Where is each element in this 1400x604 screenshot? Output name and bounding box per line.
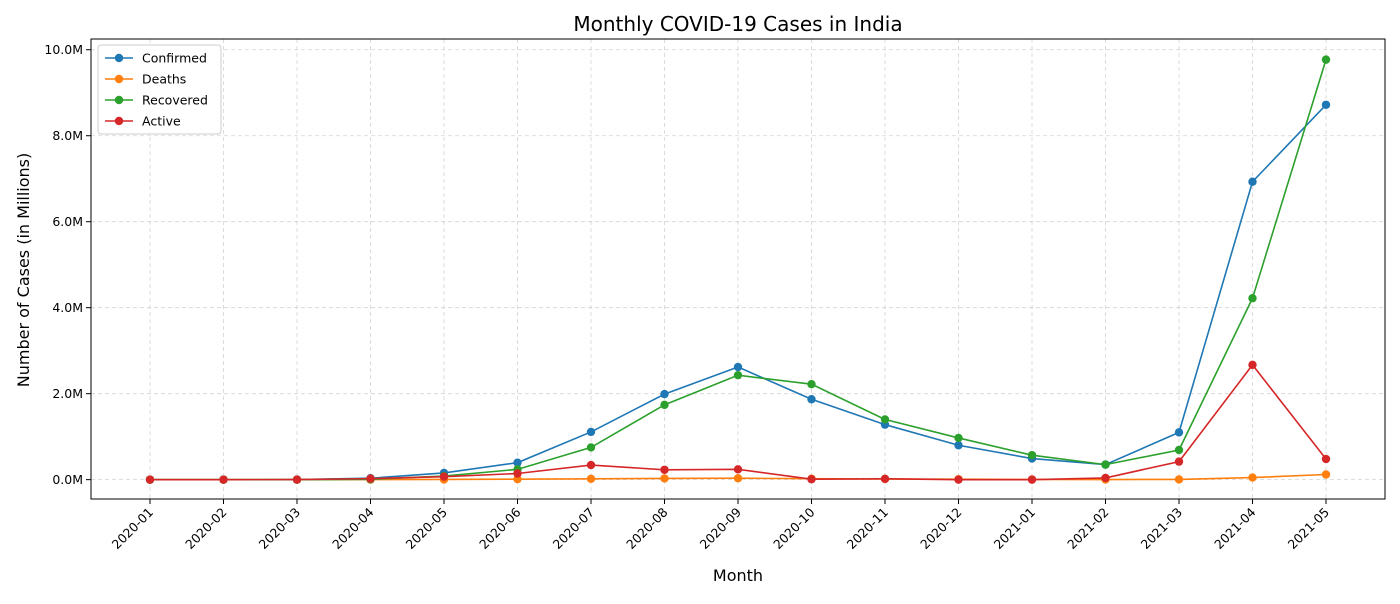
data-point xyxy=(366,474,375,483)
x-tick-label: 2020-02 xyxy=(182,505,230,553)
x-tick-label: 2020-12 xyxy=(917,505,965,553)
data-point xyxy=(1174,457,1184,466)
data-point xyxy=(954,433,963,443)
data-point xyxy=(1101,460,1110,469)
legend-marker xyxy=(114,95,124,105)
legend-marker xyxy=(114,74,124,84)
data-point xyxy=(586,443,596,452)
legend: Confirmed Deaths Recovered Active xyxy=(97,44,222,135)
data-point xyxy=(733,362,743,372)
x-tick-label: 2021-04 xyxy=(1211,504,1259,552)
data-point xyxy=(880,415,890,424)
plot-frame xyxy=(90,38,1386,500)
data-point xyxy=(586,427,596,437)
legend-item-recovered: Recovered xyxy=(105,93,208,108)
data-point xyxy=(586,474,596,484)
data-point xyxy=(513,458,522,467)
data-point xyxy=(1248,294,1257,303)
data-point xyxy=(513,469,522,478)
data-point xyxy=(660,465,669,474)
data-point xyxy=(1321,454,1331,464)
axes: 2020-01 2020-02 2020-03 2020-04 2020-05 2020-… xyxy=(44,38,1386,553)
data-point xyxy=(954,475,963,484)
data-point xyxy=(660,400,669,410)
data-point xyxy=(880,474,890,483)
x-tick-label: 2021-01 xyxy=(991,505,1039,553)
data-point xyxy=(292,475,302,484)
y-axis-label: Number of Cases (in Millions) xyxy=(14,153,33,387)
legend-marker xyxy=(114,116,124,126)
x-tick-label: 2020-08 xyxy=(623,504,671,552)
data-point xyxy=(1101,473,1110,483)
legend-marker xyxy=(114,53,124,63)
data-point xyxy=(145,475,155,484)
x-tick-label: 2020-09 xyxy=(697,504,745,552)
data-point xyxy=(586,460,596,470)
data-point xyxy=(954,441,963,450)
x-axis-label: Month xyxy=(713,566,763,585)
series-line xyxy=(150,59,1327,481)
data-point xyxy=(733,370,743,380)
x-tick-label: 2020-01 xyxy=(109,505,157,553)
y-tick-label: 8.0M xyxy=(52,128,83,143)
chart-title: Monthly COVID-19 Cases in India xyxy=(573,12,902,36)
x-tick-label: 2020-05 xyxy=(403,505,451,553)
series-active xyxy=(145,360,1331,484)
x-tick-label: 2020-03 xyxy=(256,505,304,553)
legend-label: Active xyxy=(142,114,181,129)
x-tick-label: 2021-05 xyxy=(1285,505,1333,553)
legend-label: Confirmed xyxy=(142,51,207,66)
data-point xyxy=(1321,55,1331,64)
legend-item-deaths: Deaths xyxy=(105,72,186,87)
grid xyxy=(91,39,1385,499)
data-point xyxy=(1174,445,1184,455)
data-point xyxy=(733,474,743,483)
y-tick-label: 10.0M xyxy=(44,42,83,57)
data-point xyxy=(1027,450,1037,460)
data-point xyxy=(807,395,816,404)
y-tick-label: 0.0M xyxy=(52,472,83,487)
data-point xyxy=(1248,473,1257,482)
x-tick-label: 2020-11 xyxy=(844,505,892,553)
data-point xyxy=(1248,177,1257,186)
data-point xyxy=(1321,100,1331,109)
legend-item-confirmed: Confirmed xyxy=(105,51,207,66)
legend-label: Recovered xyxy=(142,93,208,108)
y-tick-label: 2.0M xyxy=(52,386,83,401)
series-group xyxy=(145,55,1331,484)
data-point xyxy=(1321,470,1331,479)
x-tick-label: 2020-04 xyxy=(329,504,377,552)
legend-box xyxy=(97,44,222,135)
data-point xyxy=(1174,428,1184,437)
x-tick-label: 2021-02 xyxy=(1064,505,1112,553)
data-point xyxy=(1248,360,1257,370)
legend-label: Deaths xyxy=(142,72,186,87)
data-point xyxy=(219,475,228,484)
x-tick-label: 2021-03 xyxy=(1138,505,1186,553)
data-point xyxy=(660,474,669,483)
x-tick-label: 2020-06 xyxy=(476,504,524,552)
y-tick-label: 6.0M xyxy=(52,214,83,229)
data-point xyxy=(1027,475,1037,484)
x-tick-label: 2020-10 xyxy=(770,504,818,552)
data-point xyxy=(733,465,743,474)
y-tick-label: 4.0M xyxy=(52,300,83,315)
data-point xyxy=(1174,475,1184,484)
data-point xyxy=(439,472,449,481)
data-point xyxy=(807,475,816,484)
data-point xyxy=(807,380,816,389)
data-point xyxy=(660,389,669,399)
legend-item-active: Active xyxy=(105,114,181,129)
x-tick-label: 2020-07 xyxy=(550,505,598,553)
